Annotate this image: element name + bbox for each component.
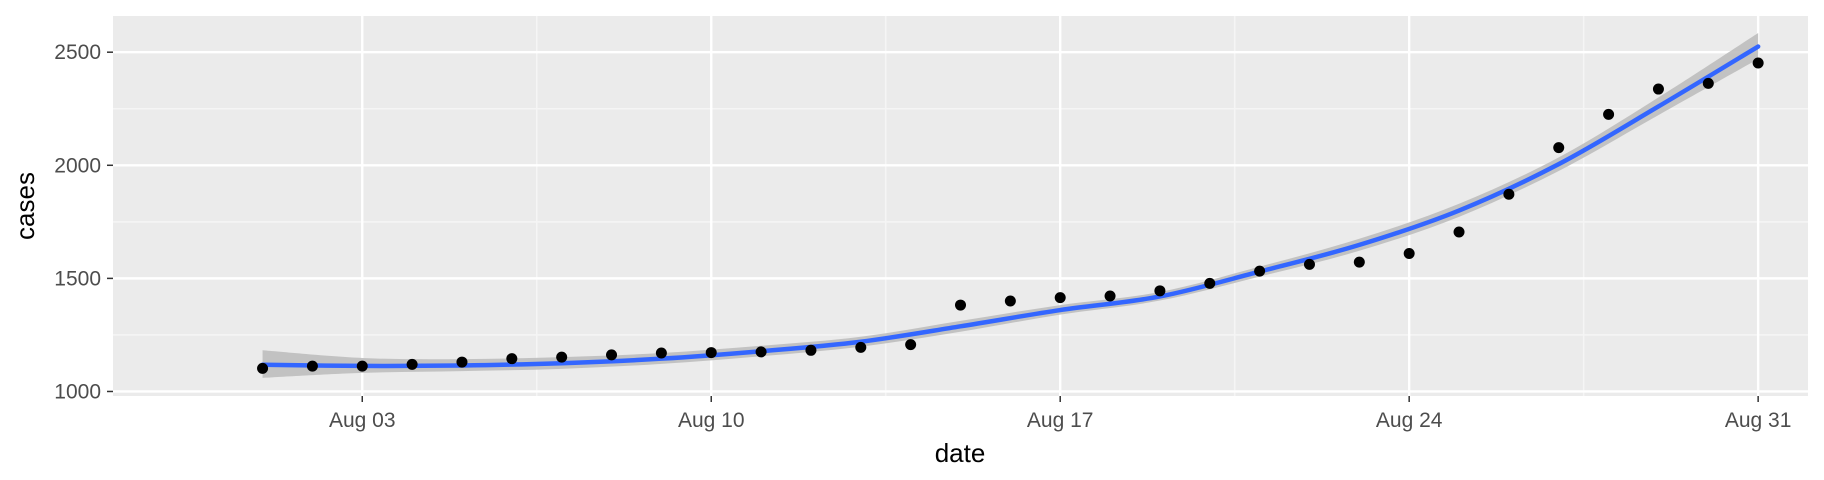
x-tick-label: Aug 31 (1725, 409, 1792, 432)
x-axis-title: date (935, 438, 986, 468)
data-point (955, 299, 966, 311)
smooth-trend-line (260, 44, 1761, 369)
data-point (506, 353, 518, 365)
confidence-band (262, 32, 1759, 378)
data-point (257, 362, 269, 374)
data-point (456, 356, 468, 368)
data-point (1154, 285, 1166, 297)
data-point (1254, 265, 1266, 277)
x-tick-label: Aug 03 (329, 409, 396, 432)
data-point (655, 347, 667, 359)
y-tick-label: 1000 (54, 380, 101, 403)
confidence-band-area (262, 32, 1759, 378)
data-point (1204, 277, 1216, 289)
data-point (1503, 188, 1515, 200)
data-point (755, 346, 767, 358)
minor-gridlines (113, 16, 1808, 396)
data-point (356, 360, 368, 372)
x-tick-label: Aug 17 (1027, 409, 1094, 432)
data-point (1603, 108, 1615, 120)
y-tick-label: 2500 (54, 41, 101, 64)
x-tick-label: Aug 24 (1376, 409, 1443, 432)
y-axis-title: cases (10, 172, 40, 240)
data-point (1553, 142, 1565, 154)
point-layer (257, 57, 1764, 374)
data-point (705, 347, 717, 359)
data-point (1303, 258, 1315, 270)
axes: Aug 03 Aug 10 Aug 17 Aug 24 Aug 31 1000 1500 20… (54, 41, 1791, 432)
data-point (1752, 57, 1764, 69)
y-tick-label: 2000 (54, 154, 101, 177)
data-point (1652, 83, 1664, 95)
panel-background (113, 16, 1808, 396)
data-point (805, 344, 817, 356)
data-point (406, 358, 418, 370)
y-tick-label: 1500 (54, 267, 101, 290)
data-point (556, 351, 568, 363)
data-point (1353, 256, 1365, 268)
data-point (306, 360, 318, 372)
data-point (905, 339, 917, 351)
data-point (1004, 295, 1016, 307)
data-point (1702, 77, 1714, 89)
data-point (1054, 292, 1066, 304)
data-point (1104, 290, 1116, 302)
data-point (1403, 248, 1415, 259)
data-point (855, 341, 867, 353)
major-gridlines (113, 16, 1808, 396)
data-point (1453, 226, 1465, 238)
data-point (606, 349, 618, 361)
x-tick-label: Aug 10 (678, 409, 745, 432)
smooth-line-layer (260, 44, 1761, 369)
